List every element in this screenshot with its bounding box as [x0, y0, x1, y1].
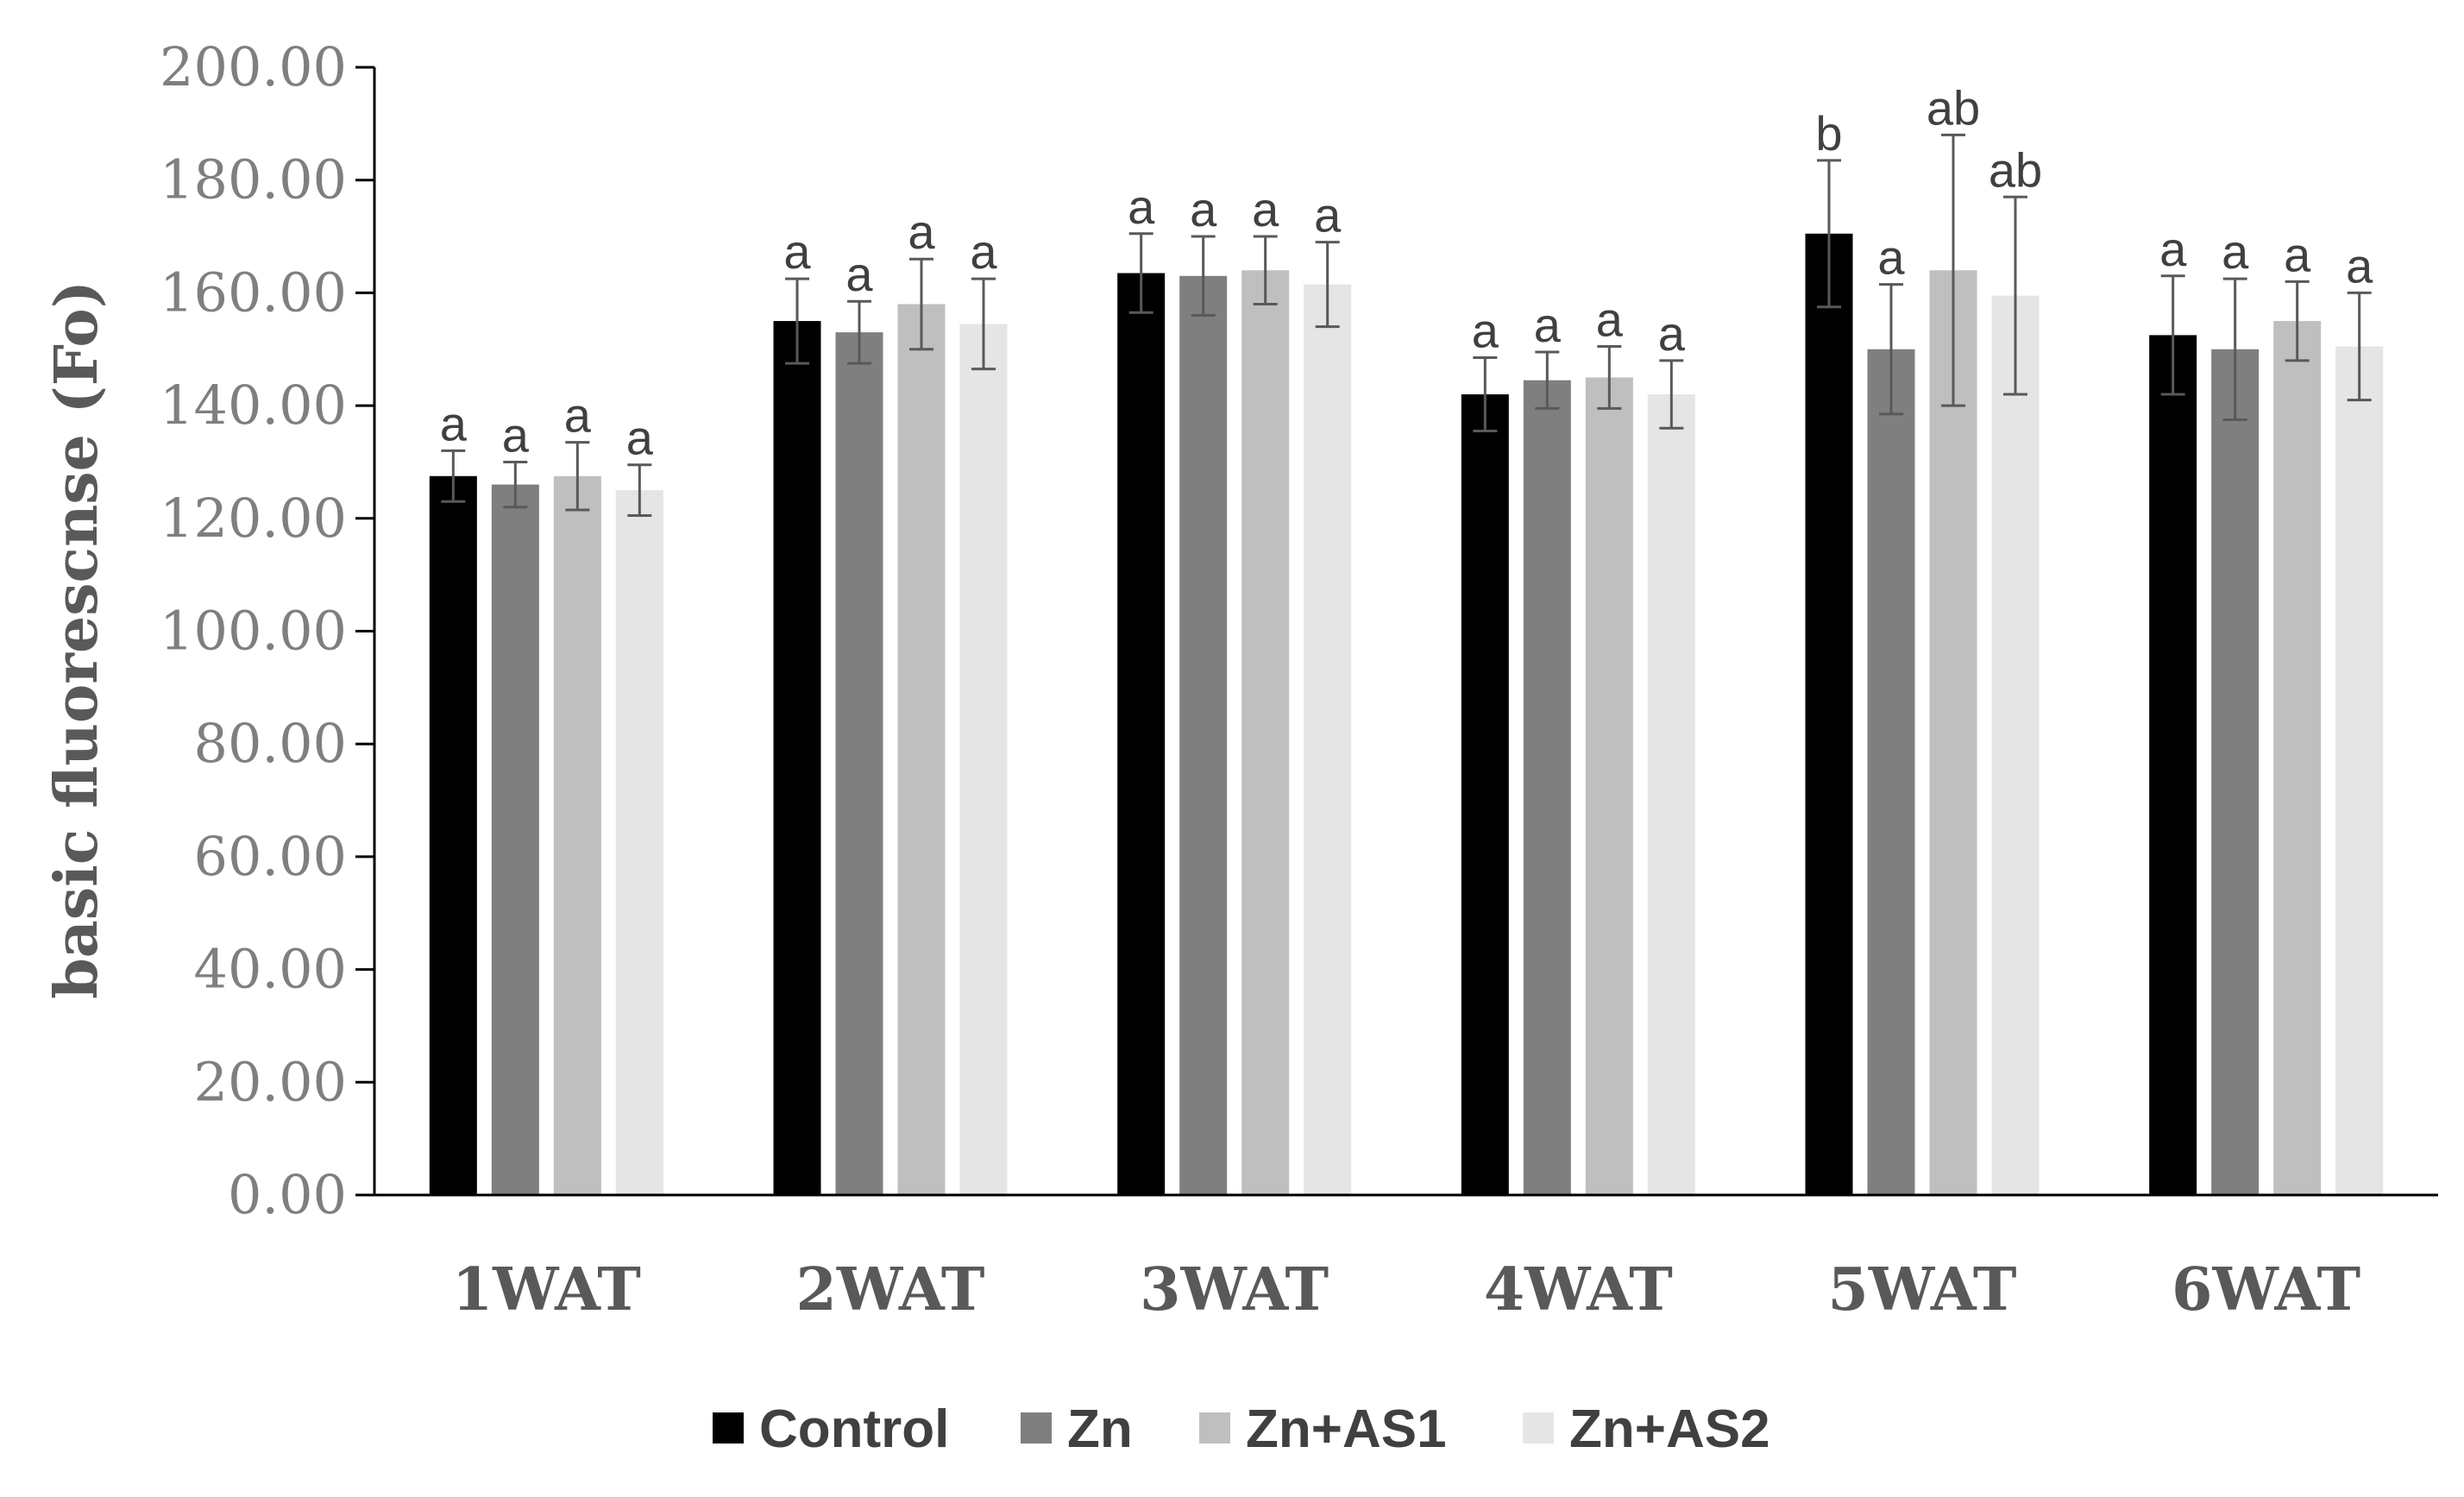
bar [1523, 380, 1571, 1195]
bar [2211, 349, 2260, 1195]
bar [2335, 346, 2384, 1195]
legend-label: Zn+AS2 [1569, 1400, 1770, 1459]
x-tick-label: 1WAT [452, 1255, 641, 1324]
bar [2273, 321, 2322, 1195]
bar [1241, 270, 1290, 1195]
legend-swatch [1199, 1412, 1230, 1444]
bars [429, 233, 2384, 1196]
error-bars [441, 133, 2372, 518]
y-tick-label: 100.00 [160, 600, 347, 663]
bar [1647, 394, 1695, 1195]
x-tick-label: 6WAT [2172, 1255, 2360, 1324]
y-tick-label: 160.00 [160, 261, 347, 324]
x-tick-label: 3WAT [1140, 1255, 1329, 1324]
x-tick-label: 5WAT [1828, 1255, 2017, 1324]
x-tick-label: 2WAT [796, 1255, 985, 1324]
bar [2149, 335, 2197, 1196]
y-tick-label: 20.00 [194, 1050, 348, 1113]
x-axis: 1WAT 2WAT 3WAT 4WAT 5WAT 6WAT [374, 1193, 2438, 1324]
significance-letter: a [1252, 182, 1279, 236]
y-tick-label: 200.00 [160, 35, 347, 98]
bar [615, 490, 663, 1195]
significance-letter: a [2222, 224, 2249, 279]
legend-label: Zn+AS1 [1246, 1400, 1447, 1459]
bar [1929, 270, 1977, 1195]
significance-letter: a [908, 204, 935, 259]
y-axis: 0.00 20.00 40.00 60.00 80.00 100.00 120.00 140.… [160, 35, 376, 1226]
bar [1461, 394, 1509, 1195]
bar [835, 332, 883, 1195]
bar [1117, 273, 1166, 1196]
y-tick-label: 40.00 [194, 938, 348, 1001]
y-tick-label: 180.00 [160, 148, 347, 211]
bar [429, 475, 477, 1195]
significance-letter: a [2159, 222, 2187, 276]
significance-letter: a [1658, 306, 1686, 361]
significance-letter: a [845, 247, 873, 301]
legend-swatch [1021, 1412, 1052, 1444]
bar [1585, 377, 1633, 1195]
legend-label: Zn [1067, 1400, 1133, 1459]
bar [491, 484, 539, 1195]
y-tick-label: 0.00 [228, 1163, 347, 1226]
bar [553, 475, 601, 1195]
y-tick-label: 60.00 [194, 825, 348, 888]
significance-letter: ab [1927, 80, 1980, 135]
bar [773, 321, 821, 1195]
significance-letter: a [1877, 230, 1905, 285]
legend-swatch [713, 1412, 744, 1444]
significance-letter: a [564, 388, 592, 443]
y-tick-label: 140.00 [160, 374, 347, 437]
legend: Control Zn Zn+AS1 Zn+AS2 [713, 1400, 1770, 1459]
significance-letter: a [1190, 182, 1217, 236]
significance-letter: a [1314, 188, 1342, 242]
significance-letter: a [440, 396, 468, 450]
bar [1179, 275, 1228, 1195]
x-tick-label: 4WAT [1484, 1255, 1673, 1324]
significance-letter: a [1128, 179, 1155, 234]
bar [1805, 233, 1853, 1196]
significance-letter: a [970, 224, 997, 279]
legend-swatch [1523, 1412, 1554, 1444]
significance-letter: a [502, 407, 530, 462]
significance-letter: ab [1989, 142, 2042, 197]
legend-label: Control [759, 1400, 949, 1459]
bar [1867, 349, 1915, 1195]
significance-letter: a [1596, 292, 1624, 346]
significance-letter: a [1472, 304, 1499, 358]
y-tick-label: 120.00 [160, 487, 347, 550]
significance-letter: a [783, 224, 811, 279]
significance-letter: a [626, 411, 654, 465]
bar [959, 324, 1008, 1195]
y-tick-label: 80.00 [194, 712, 348, 775]
significance-letter: a [2284, 227, 2311, 281]
bar [1304, 284, 1352, 1195]
y-axis-title: basic fluorescnse (Fo) [42, 280, 111, 999]
significance-letter: a [1534, 298, 1562, 352]
bar [1991, 295, 2040, 1196]
bar [897, 304, 946, 1196]
significance-letter: b [1815, 106, 1842, 160]
significance-letter: a [2346, 238, 2373, 292]
